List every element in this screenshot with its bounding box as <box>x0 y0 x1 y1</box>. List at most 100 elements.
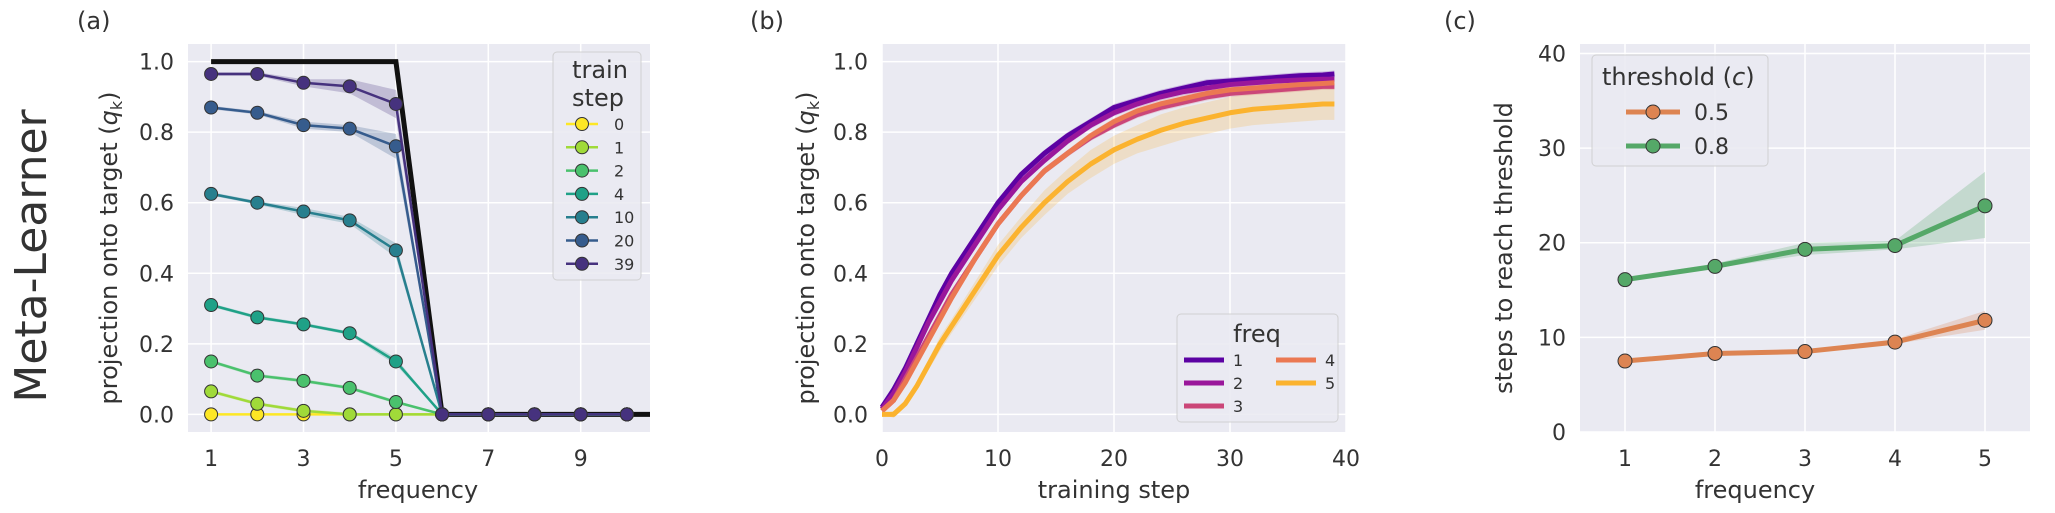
point-threshold-0.5 <box>1707 345 1723 361</box>
point-train-step-20 <box>250 105 265 120</box>
panel-c-legend-title-symbol: c <box>1732 63 1745 91</box>
panel-a-legend-title-2: step <box>572 84 624 112</box>
point-train-step-2 <box>250 368 265 383</box>
legend-marker-39 <box>575 256 589 271</box>
legend-label-threshold-0.5: 0.5 <box>1694 101 1729 126</box>
point-train-step-10 <box>342 213 357 228</box>
panel-c-legend-title-close: ) <box>1745 63 1754 91</box>
panel-c: (c) 1 2 3 4 5 0 10 20 30 40 frequency steps to re… <box>1444 7 2030 504</box>
ytick-label: 10 <box>1538 326 1566 351</box>
point-train-step-2 <box>342 380 357 395</box>
xtick-label: 3 <box>1798 447 1812 472</box>
point-train-step-4 <box>204 298 219 313</box>
panel-b-ylabel-sub: k <box>804 100 823 110</box>
xtick-label: 20 <box>1100 447 1128 472</box>
point-train-step-39 <box>250 66 265 81</box>
panel-c-legend: threshold (c) 0.5 0.8 <box>1591 54 1769 167</box>
ytick-label: 0.0 <box>833 403 868 428</box>
xtick-label: 40 <box>1332 447 1360 472</box>
panel-a: (a) 1 3 5 7 9 0.0 0.2 0.4 0.6 0.8 1.0 frequency pr… <box>77 7 650 504</box>
panel-a-ylabel-main: projection onto target ( <box>95 125 123 404</box>
point-train-step-10 <box>250 195 265 210</box>
panel-b-legend: freq 1 2 3 4 5 <box>1176 313 1339 423</box>
point-threshold-0.8 <box>1887 238 1903 254</box>
point-threshold-0.5 <box>1617 353 1633 369</box>
ytick-label: 0.8 <box>139 121 174 146</box>
panel-a-legend-frame <box>552 51 642 281</box>
xtick-label: 2 <box>1708 447 1722 472</box>
ytick-label: 0.4 <box>139 262 174 287</box>
xtick-label: 10 <box>984 447 1012 472</box>
ytick-label: 0.2 <box>139 333 174 358</box>
legend-label-threshold-0.8: 0.8 <box>1694 135 1729 160</box>
xtick-label: 5 <box>389 447 403 472</box>
legend-label-1: 1 <box>614 138 624 157</box>
point-train-step-2 <box>388 395 403 410</box>
xtick-label: 1 <box>1618 447 1632 472</box>
point-train-step-39 <box>204 66 219 81</box>
point-train-step-4 <box>342 326 357 341</box>
panel-c-legend-title: threshold (c) <box>1602 63 1755 91</box>
point-train-step-1 <box>296 403 311 418</box>
panel-c-label: (c) <box>1444 7 1476 35</box>
panel-a-xlabel: frequency <box>358 476 478 504</box>
xtick-label: 5 <box>1978 447 1992 472</box>
panel-c-ticks: 1 2 3 4 5 0 10 20 30 40 <box>1538 42 1992 472</box>
panel-a-ylabel: projection onto target (qk) <box>95 92 126 405</box>
panel-b-ylabel-close: ) <box>792 92 820 101</box>
ytick-label: 30 <box>1538 137 1566 162</box>
panel-a-legend-title-1: train <box>572 56 628 84</box>
panel-b-legend-title: freq <box>1233 320 1281 348</box>
point-train-step-2 <box>296 373 311 388</box>
ytick-label: 0.4 <box>833 262 868 287</box>
point-train-step-1 <box>204 384 219 399</box>
panel-b-ticks: 0 10 20 30 40 0.0 0.2 0.4 0.6 0.8 1.0 <box>833 51 1360 472</box>
point-train-step-4 <box>388 354 403 369</box>
ytick-label: 0.6 <box>139 192 174 217</box>
legend-marker-10 <box>575 210 589 225</box>
point-train-step-39 <box>388 96 403 111</box>
point-train-step-39 <box>619 407 634 422</box>
line-freq-5 <box>882 101 1335 417</box>
panel-a-legend: train step 0 1 2 4 10 20 39 <box>552 51 642 281</box>
panel-b-label: (b) <box>750 7 784 35</box>
panel-a-label: (a) <box>77 7 110 35</box>
point-threshold-0.8 <box>1707 258 1723 274</box>
panel-c-series <box>1617 198 1993 369</box>
point-train-step-10 <box>204 186 219 201</box>
legend-marker-0 <box>575 117 589 131</box>
ytick-label: 1.0 <box>139 51 174 76</box>
legend-label-0: 0 <box>614 115 624 134</box>
panel-c-legend-title-main: threshold ( <box>1602 63 1732 91</box>
panel-a-ylabel-sub: k <box>107 100 126 110</box>
xtick-label: 0 <box>875 447 889 472</box>
series-train-step-39 <box>204 66 634 422</box>
xtick-label: 30 <box>1216 447 1244 472</box>
legend-label-4: 4 <box>614 185 624 204</box>
panel-c-xlabel: frequency <box>1695 476 1815 504</box>
point-train-step-39 <box>342 79 357 94</box>
ytick-label: 0.8 <box>833 121 868 146</box>
point-train-step-1 <box>250 396 265 411</box>
point-train-step-0 <box>204 407 219 422</box>
point-threshold-0.5 <box>1977 312 1993 328</box>
panel-b-ylabel: projection onto target (qk) <box>792 92 823 405</box>
legend-label-39: 39 <box>614 255 634 274</box>
ytick-label: 20 <box>1538 232 1566 257</box>
point-train-step-10 <box>388 243 403 258</box>
row-label: Meta-Learner <box>6 108 57 402</box>
point-train-step-39 <box>435 407 450 422</box>
xtick-label: 4 <box>1888 447 1902 472</box>
point-train-step-20 <box>296 118 311 133</box>
xtick-label: 3 <box>297 447 311 472</box>
legend-marker-1 <box>575 140 589 155</box>
panel-b-ylabel-main: projection onto target ( <box>792 125 820 404</box>
point-train-step-2 <box>204 354 219 369</box>
series-threshold-0.5 <box>1617 312 1993 369</box>
panel-b: (b) 0 10 20 30 40 0.0 0.2 0.4 0.6 0.8 1.0 training… <box>750 7 1360 504</box>
panel-a-ylabel-symbol: q <box>95 110 123 125</box>
line-freq-2 <box>879 76 1335 411</box>
point-train-step-10 <box>296 204 311 219</box>
xtick-label: 9 <box>574 447 588 472</box>
